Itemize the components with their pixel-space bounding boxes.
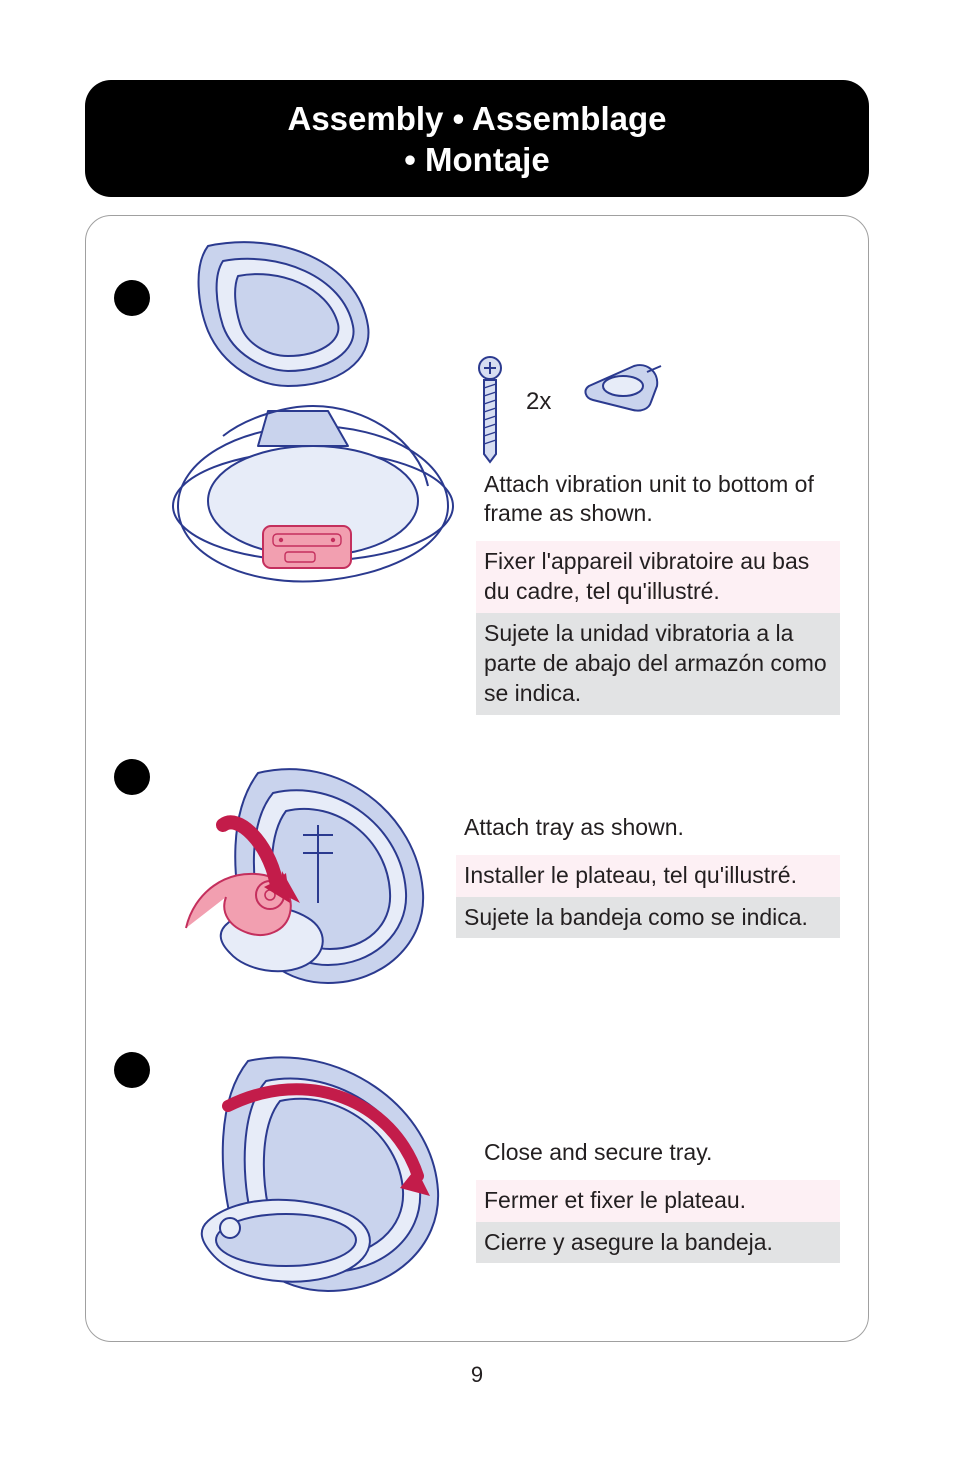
hardware-qty: 2x (526, 386, 551, 417)
step-1: 2x Attach vibration unit to bottom of fr… (114, 236, 840, 715)
step1-text-fr: Fixer l'appareil vibratoire au bas du ca… (476, 541, 840, 613)
step1-text-en: Attach vibration unit to bottom of frame… (476, 464, 840, 536)
step-bullet (114, 759, 150, 795)
vibration-unit-icon (579, 354, 669, 424)
header-title-line1: Assembly • Assemblage (105, 98, 849, 139)
step-bullet (114, 280, 150, 316)
step3-text-en: Close and secure tray. (476, 1132, 840, 1174)
step-bullet (114, 1052, 150, 1088)
step2-diagram (168, 753, 438, 1008)
step-3: Close and secure tray. Fermer et fixer l… (114, 1046, 840, 1311)
step1-text-es: Sujete la unidad vibratoria a la parte d… (476, 613, 840, 715)
step3-diagram (168, 1046, 458, 1311)
step2-text-es: Sujete la bandeja como se indica. (456, 897, 840, 939)
step1-texts: 2x Attach vibration unit to bottom of fr… (476, 346, 840, 715)
step-2: Attach tray as shown. Installer le plate… (114, 753, 840, 1008)
step2-texts: Attach tray as shown. Installer le plate… (456, 753, 840, 939)
step3-text-fr: Fermer et fixer le plateau. (476, 1180, 840, 1222)
content-panel: 2x Attach vibration unit to bottom of fr… (85, 215, 869, 1342)
section-header: Assembly • Assemblage • Montaje (85, 80, 869, 197)
step1-diagram (168, 236, 458, 611)
step3-texts: Close and secure tray. Fermer et fixer l… (476, 1046, 840, 1264)
step3-text-es: Cierre y asegure la bandeja. (476, 1222, 840, 1264)
step2-text-en: Attach tray as shown. (456, 807, 840, 849)
screw-icon (476, 354, 516, 464)
page-number: 9 (85, 1362, 869, 1388)
header-title-line2: • Montaje (105, 139, 849, 180)
step2-text-fr: Installer le plateau, tel qu'illustré. (456, 855, 840, 897)
